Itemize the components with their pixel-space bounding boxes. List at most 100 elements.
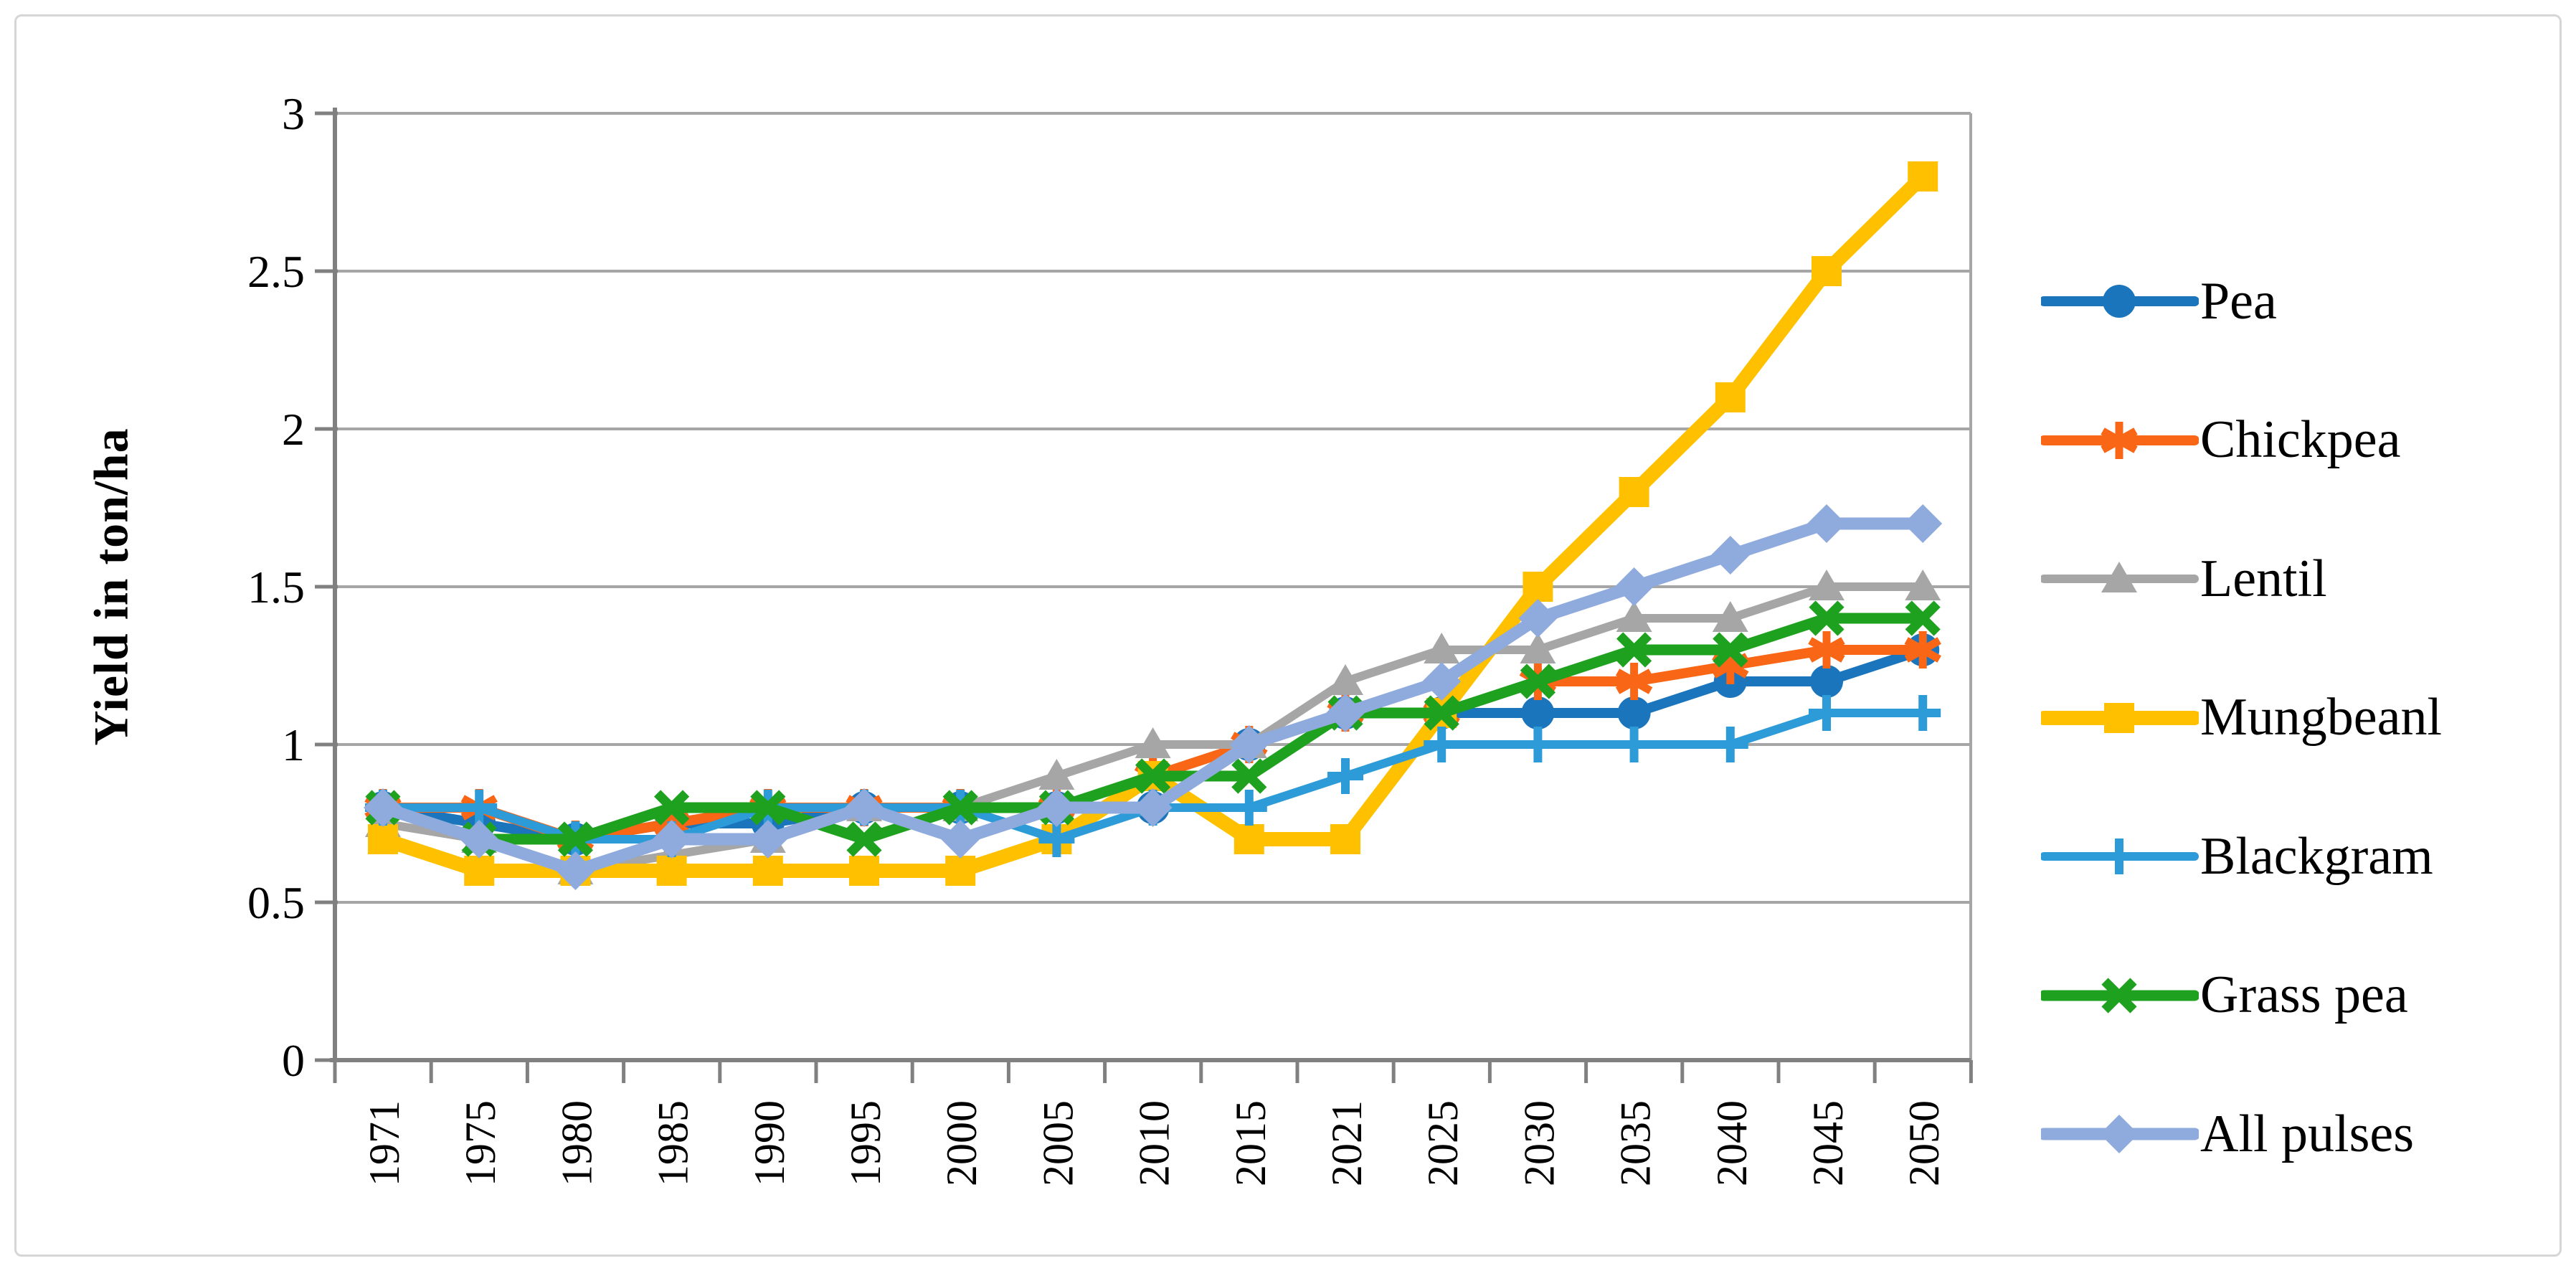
triangle-marker	[1809, 570, 1845, 600]
circle-marker	[1521, 696, 1555, 729]
y-tick-label: 1	[282, 719, 305, 770]
legend-entry-blackgram: Blackgram	[2041, 822, 2433, 891]
plus-marker	[1712, 727, 1748, 762]
x-tick-label: 1975	[457, 1100, 504, 1186]
x-marker	[1809, 600, 1845, 636]
square-marker	[752, 856, 783, 886]
asterisk-marker	[1615, 663, 1653, 700]
axis-labels: 0 0.5 1 1.5 2 2.5 3 1971 1975 1980 1985 1990 1995 200…	[247, 88, 1948, 1186]
x-tick-label: 1995	[842, 1100, 889, 1186]
legend-label: All pulses	[2200, 1104, 2415, 1163]
y-tick-label: 0.5	[247, 877, 305, 928]
diamond-marker	[364, 788, 402, 827]
circle-marker	[1617, 696, 1651, 729]
legend-label: Grass pea	[2200, 965, 2408, 1024]
square-marker	[1619, 477, 1649, 507]
legend-entry-pea: Pea	[2041, 267, 2277, 336]
x-marker	[2101, 977, 2137, 1014]
plus-marker	[1327, 758, 1363, 794]
circle-marker	[2103, 285, 2136, 318]
triangle-marker	[1905, 570, 1941, 600]
plus-marker	[461, 790, 498, 826]
diamond-marker	[1903, 504, 1943, 543]
asterisk-marker	[1904, 631, 1941, 668]
x-marker	[654, 790, 690, 826]
x-marker	[1520, 663, 1555, 699]
diamond-marker	[2100, 1115, 2139, 1153]
x-tick-label: 2035	[1612, 1100, 1659, 1186]
y-axis-title: Yield in ton/ha	[83, 427, 138, 746]
diamond-marker	[845, 788, 884, 827]
square-marker	[945, 856, 976, 886]
x-tick-label: 2015	[1227, 1100, 1274, 1186]
square-marker	[368, 824, 398, 854]
y-tick-label: 1.5	[247, 562, 305, 613]
square-marker	[1523, 572, 1553, 602]
triangle-marker	[1520, 633, 1556, 663]
triangle-marker	[1424, 633, 1460, 663]
plus-marker	[1231, 790, 1267, 826]
asterisk-marker	[2101, 421, 2138, 459]
x-tick-label: 2045	[1804, 1100, 1852, 1186]
gridlines	[335, 112, 1972, 1060]
triangle-legend-marker-icon	[2041, 562, 2199, 592]
legend-label: Blackgram	[2200, 826, 2433, 886]
x-tick-label: 1980	[553, 1100, 600, 1186]
diamond-marker	[1518, 599, 1558, 638]
plus-marker	[1905, 695, 1941, 731]
plus-marker	[1616, 727, 1652, 762]
x-marker	[1231, 758, 1267, 794]
diamond-marker	[941, 820, 980, 859]
x-marker	[1616, 632, 1652, 668]
asterisk-marker	[1808, 631, 1845, 668]
diamond-marker	[1037, 788, 1076, 827]
triangle-marker	[1712, 601, 1748, 632]
y-tick-label: 3	[282, 88, 305, 139]
triangle-marker	[1327, 664, 1363, 695]
square-marker	[1233, 824, 1264, 854]
circle-marker	[1810, 665, 1843, 698]
diamond-marker	[1229, 725, 1269, 764]
diamond-marker	[1133, 788, 1173, 827]
x-marker	[846, 821, 882, 857]
diamond-marker	[1326, 694, 1365, 732]
legend-entry-chickpea: Chickpea	[2041, 406, 2400, 475]
y-tick-label: 2.5	[247, 246, 305, 297]
x-tick-label: 2021	[1323, 1100, 1370, 1186]
diamond-marker	[1710, 536, 1750, 575]
plus-marker	[1424, 727, 1460, 762]
x-marker	[1135, 758, 1171, 794]
x-marker	[1424, 695, 1459, 731]
y-tick-label: 0	[282, 1035, 305, 1086]
legend-label: Lentil	[2200, 549, 2327, 608]
x-tick-label: 2010	[1131, 1100, 1178, 1186]
triangle-marker	[2101, 562, 2137, 592]
asterisk-legend-marker-icon	[2041, 421, 2199, 459]
data-series	[364, 161, 1943, 890]
x-tick-label: 2025	[1419, 1100, 1467, 1186]
x-tick-label: 1971	[361, 1100, 408, 1186]
series-all-pulses	[364, 504, 1943, 890]
legend-entry-mungbeanl: Mungbeanl	[2041, 684, 2442, 752]
x-tick-label: 2005	[1034, 1100, 1081, 1186]
diamond-marker	[460, 820, 499, 859]
x-marker	[942, 790, 978, 826]
legend-label: Mungbeanl	[2200, 688, 2443, 747]
square-marker	[1330, 824, 1360, 854]
diamond-marker	[748, 820, 787, 859]
square-marker	[464, 856, 495, 886]
diamond-marker	[1422, 662, 1462, 701]
square-marker	[1908, 161, 1938, 192]
square-marker	[2104, 702, 2134, 733]
x-legend-marker-icon	[2041, 977, 2199, 1014]
square-marker	[1812, 256, 1842, 286]
legend-entry-all-pulses: All pulses	[2041, 1100, 2414, 1168]
plus-marker	[2101, 838, 2137, 874]
plus-legend-marker-icon	[2041, 838, 2199, 874]
plus-marker	[1520, 727, 1556, 762]
x-marker	[750, 790, 786, 826]
square-legend-marker-icon	[2041, 702, 2199, 733]
y-tick-label: 2	[282, 404, 305, 455]
diamond-marker	[1614, 567, 1654, 606]
